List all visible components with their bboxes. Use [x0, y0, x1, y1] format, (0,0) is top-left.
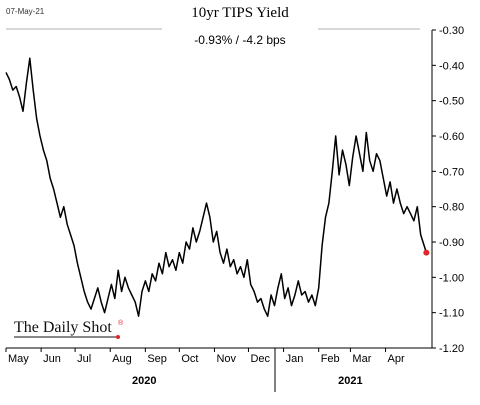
x-tick-label: Aug: [112, 353, 132, 365]
source-brand: The Daily Shot: [14, 319, 112, 336]
x-axis-ticks: May Jun Jul Aug Sep Oct Nov Dec Jan Feb Mar Apr 2020…: [5, 348, 405, 387]
y-tick-label: -0.90: [439, 237, 464, 249]
series-group: [5, 57, 430, 317]
x-tick-label: Apr: [388, 353, 405, 365]
y-tick-label: -0.70: [439, 166, 464, 178]
plot-frame: [6, 30, 433, 392]
y-axis-ticks: -0.30 -0.40 -0.50 -0.60 -0.70 -0.80 -0.90 -1.00…: [432, 25, 464, 355]
x-tick-label: Dec: [250, 353, 270, 365]
x-tick-label: May: [8, 353, 29, 365]
x-tick-label: Nov: [216, 353, 236, 365]
logo-dot: [116, 335, 120, 339]
y-tick-label: -0.60: [439, 131, 464, 143]
x-tick-label: Oct: [181, 353, 198, 365]
y-tick-label: -1.10: [439, 308, 464, 320]
y-tick-label: -1.00: [439, 272, 464, 284]
y-tick-label: -1.20: [439, 343, 464, 355]
y-tick-label: -0.80: [439, 202, 464, 214]
x-tick-label: Sep: [147, 353, 167, 365]
y-tick-label: -0.30: [439, 25, 464, 37]
source-brand-mark: ®: [118, 319, 124, 327]
daily-shot-logo: The Daily Shot ®: [14, 319, 124, 339]
year-label: 2021: [338, 375, 362, 387]
last-value-point: [423, 249, 430, 256]
x-tick-label: Mar: [352, 353, 371, 365]
y-tick-label: -0.50: [439, 96, 464, 108]
series-line: [5, 57, 428, 317]
chart-subtitle: -0.93% / -4.2 bps: [194, 33, 285, 47]
date-stamp: 07-May-21: [6, 7, 45, 16]
x-tick-label: Jun: [43, 353, 61, 365]
x-tick-label: Jan: [286, 353, 304, 365]
y-tick-label: -0.40: [439, 60, 464, 72]
x-tick-label: Feb: [321, 353, 340, 365]
x-tick-label: Jul: [77, 353, 91, 365]
chart-title: 10yr TIPS Yield: [191, 5, 289, 21]
year-label: 2020: [132, 375, 156, 387]
